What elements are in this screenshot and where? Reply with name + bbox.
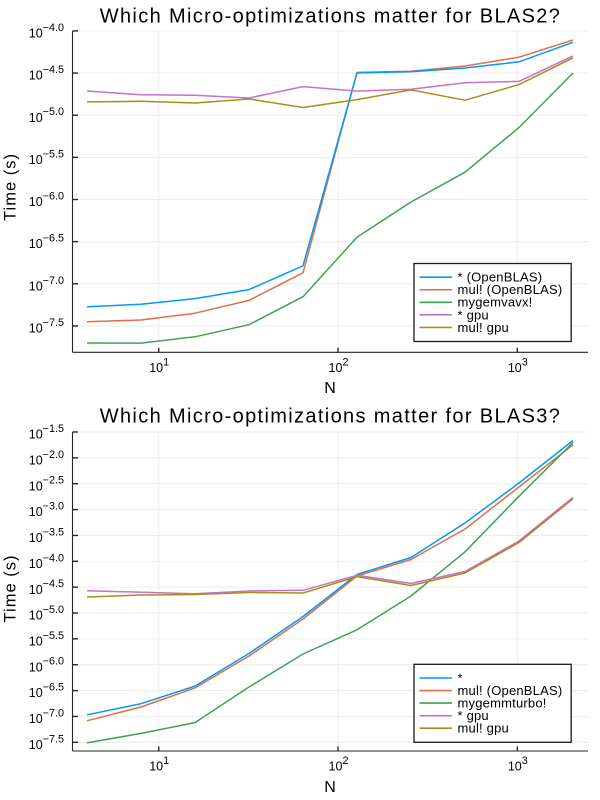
svg-text:mul! gpu: mul! gpu <box>458 320 509 335</box>
svg-text:N: N <box>324 779 336 796</box>
svg-text:Time (s): Time (s) <box>2 555 20 623</box>
svg-text:mul! gpu: mul! gpu <box>458 721 509 736</box>
svg-text:mygemmturbo!: mygemmturbo! <box>458 696 547 711</box>
svg-text:* (OpenBLAS): * (OpenBLAS) <box>458 270 543 285</box>
svg-text:N: N <box>324 380 336 397</box>
svg-text:mul! (OpenBLAS): mul! (OpenBLAS) <box>458 282 563 297</box>
svg-text:* gpu: * gpu <box>458 708 489 723</box>
svg-text:mul! (OpenBLAS): mul! (OpenBLAS) <box>458 683 563 698</box>
svg-text:Time (s): Time (s) <box>2 153 20 221</box>
svg-text:mygemvavx!: mygemvavx! <box>458 295 533 310</box>
svg-text:*: * <box>458 670 463 685</box>
svg-text:* gpu: * gpu <box>458 307 489 322</box>
svg-text:Which Micro-optimizations matt: Which Micro-optimizations matter for BLA… <box>100 6 562 28</box>
svg-text:Which Micro-optimizations matt: Which Micro-optimizations matter for BLA… <box>100 406 562 428</box>
